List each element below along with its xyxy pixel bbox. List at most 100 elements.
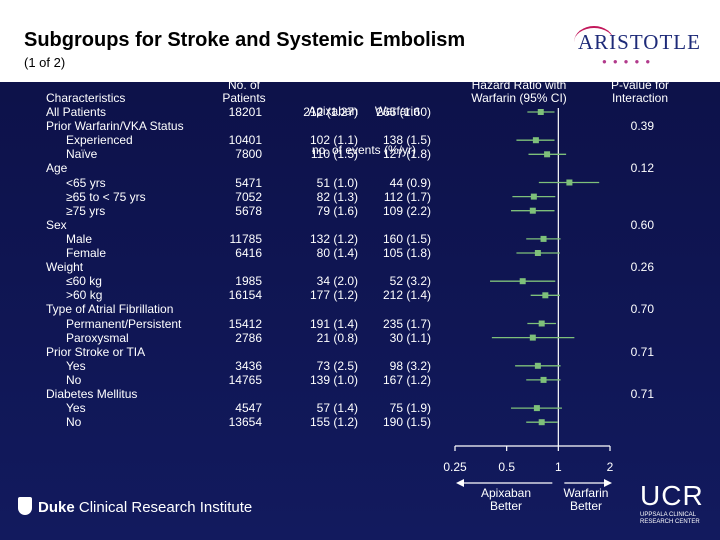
duke-logo-rest: Clinical Research Institute (74, 499, 253, 516)
hr-marker (538, 320, 545, 327)
row-apixaban: 110 (1.5) (310, 147, 358, 162)
duke-logo-bold: Duke (38, 499, 75, 516)
row-warfarin: 190 (1.5) (382, 415, 431, 430)
row-label: ≥75 yrs (66, 203, 106, 218)
header-patients-line1: No. of (227, 78, 260, 92)
row-p-value: 0.71 (630, 387, 654, 401)
row-p-value: 0.26 (630, 260, 654, 275)
hr-marker (540, 235, 547, 242)
duke-logo: Duke Clinical Research Institute (18, 497, 252, 516)
header-p-line2: Interaction (611, 91, 669, 105)
row-label: Permanent/Persistent (66, 316, 182, 331)
hr-marker (529, 334, 536, 341)
row-apixaban: 139 (1.0) (309, 372, 358, 387)
row-patients: 4547 (235, 401, 262, 416)
hr-marker (534, 250, 541, 256)
logo-dots-icon: ●●●●● (602, 57, 657, 66)
ucr-logo-big: UCR (640, 480, 704, 511)
arrow-left-icon (456, 479, 464, 487)
ucr-logo: UCR UPPSALA CLINICAL RESEARCH CENTER (640, 480, 710, 526)
row-apixaban: 212 (1.27) (303, 105, 358, 119)
row-label: Diabetes Mellitus (46, 387, 138, 401)
row-patients: 7800 (235, 147, 262, 162)
row-label: No (66, 372, 82, 387)
row-apixaban: 51 (1.0) (316, 175, 358, 190)
row-patients: 11785 (229, 231, 262, 246)
hr-marker (530, 193, 537, 200)
row-apixaban: 191 (1.4) (309, 316, 358, 331)
row-label: All Patients (46, 105, 107, 119)
apixaban-better-line2: Better (489, 499, 522, 513)
header-p-line1: P-value for (610, 78, 670, 92)
page-subtitle: (1 of 2) (24, 55, 66, 70)
warfarin-better-line1: Warfarin (563, 486, 609, 500)
ucr-logo-small: UPPSALA CLINICAL RESEARCH CENTER (640, 512, 700, 525)
x-tick-label: 0.25 (443, 460, 467, 474)
hr-marker (533, 405, 540, 412)
row-label: No (66, 415, 82, 430)
row-patients: 2786 (235, 330, 262, 345)
row-warfarin: 109 (2.2) (382, 203, 431, 218)
header-patients: No. of Patients (218, 79, 270, 105)
row-label: Sex (46, 217, 67, 232)
row-warfarin: 265 (1.60) (376, 105, 431, 119)
page-title: Subgroups for Stroke and Systemic Emboli… (24, 29, 466, 51)
row-patients: 3436 (235, 358, 262, 373)
title-bar: Subgroups for Stroke and Systemic Emboli… (0, 0, 720, 82)
header-hr-line2: Warfarin (95% CI) (471, 91, 567, 105)
row-label: <65 yrs (66, 175, 106, 190)
row-warfarin: 44 (0.9) (389, 175, 431, 190)
header-hr-line1: Hazard Ratio with (471, 78, 567, 92)
hr-marker (532, 137, 539, 144)
row-p-value: 0.70 (630, 302, 654, 317)
x-tick-label: 0.5 (498, 460, 515, 474)
hr-marker (537, 109, 544, 115)
row-apixaban: 57 (1.4) (316, 401, 358, 416)
header-characteristics: Characteristics (46, 91, 126, 105)
header-p-value: P-value for Interaction (603, 79, 677, 105)
hr-marker (538, 419, 545, 426)
row-p-value: 0.71 (630, 344, 654, 359)
row-warfarin: 98 (3.2) (389, 358, 431, 373)
row-label: Yes (66, 401, 86, 416)
hr-marker (534, 362, 541, 369)
row-warfarin: 235 (1.7) (382, 316, 431, 331)
row-label: Experienced (66, 133, 133, 148)
row-warfarin: 105 (1.8) (382, 246, 431, 260)
header-hazard-ratio: Hazard Ratio with Warfarin (95% CI) (463, 79, 575, 105)
row-label: Age (46, 161, 68, 176)
row-warfarin: 212 (1.4) (382, 288, 431, 303)
row-warfarin: 75 (1.9) (389, 401, 431, 416)
apixaban-better-label: Apixaban Better (474, 487, 538, 513)
row-apixaban: 73 (2.5) (316, 358, 358, 373)
header-events-line1: Apixaban Warfarin (308, 104, 420, 118)
apixaban-better-line1: Apixaban (480, 486, 532, 500)
row-patients: 15412 (228, 316, 262, 331)
row-apixaban: 80 (1.4) (316, 246, 358, 260)
row-p-value: 0.60 (630, 217, 654, 232)
header-events: Apixaban Warfarin no. of events (%/yr) (294, 79, 434, 183)
logo-text: ARISTOTLE (578, 30, 701, 54)
row-patients: 13654 (228, 415, 262, 430)
row-warfarin: 30 (1.1) (389, 330, 431, 345)
row-patients: 6416 (235, 246, 262, 260)
row-label: Paroxysmal (66, 330, 129, 345)
warfarin-better-line2: Better (569, 499, 602, 513)
aristotle-logo: ARISTOTLE ●●●●● (574, 22, 704, 72)
row-warfarin: 160 (1.5) (382, 231, 431, 246)
row-label: Naïve (66, 147, 98, 162)
row-label: Prior Stroke or TIA (46, 344, 146, 359)
row-p-value: 0.39 (630, 119, 654, 134)
hr-marker (540, 376, 547, 383)
row-label: Female (66, 246, 107, 260)
row-apixaban: 82 (1.3) (316, 189, 358, 204)
row-patients: 7052 (235, 189, 262, 204)
header-events-line2: no. of events (%/yr) (311, 143, 417, 157)
row-warfarin: 127 (1.8) (382, 147, 431, 162)
logo-arc-icon (574, 26, 614, 58)
row-patients: 14765 (228, 372, 262, 387)
row-apixaban: 79 (1.6) (316, 203, 358, 218)
row-patients: 5471 (235, 175, 262, 190)
row-patients: 5678 (235, 203, 262, 218)
